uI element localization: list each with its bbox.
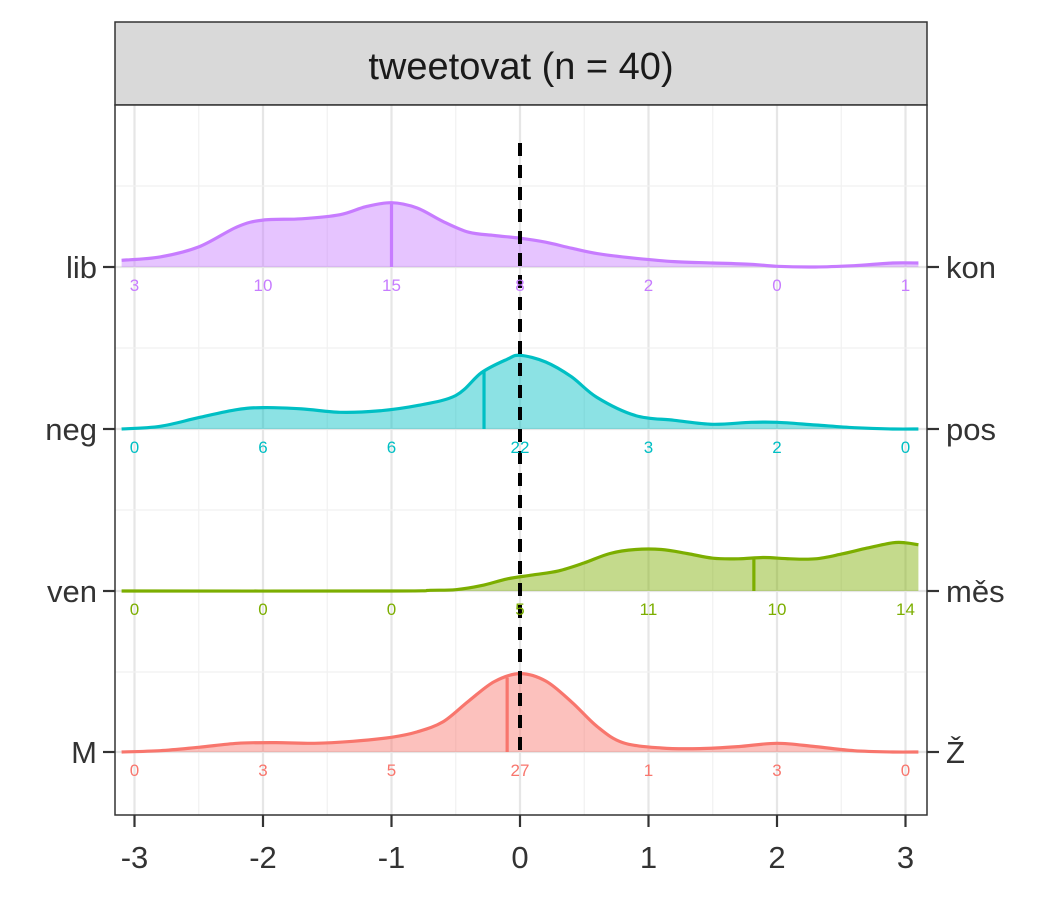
x-tick-label: 2 — [768, 840, 785, 875]
left-label: neg — [45, 412, 97, 447]
count-label: 0 — [130, 438, 139, 457]
count-label: 15 — [382, 276, 401, 295]
right-label: Ž — [946, 735, 965, 770]
ridge-outline — [121, 353, 919, 431]
ridge-outline — [121, 201, 919, 269]
ridge-fill — [121, 673, 919, 753]
count-label: 0 — [901, 438, 910, 457]
right-axis: kon pos měs Ž — [927, 250, 1005, 770]
count-label: 14 — [896, 600, 915, 619]
left-label: lib — [66, 250, 97, 285]
count-label: 0 — [130, 761, 139, 780]
count-labels: 3 10 15 8 2 0 10 6 6 22 3 2 00 0 0 5 11 10 140 3 5 27 1 3 0 — [130, 276, 915, 780]
ridge-lib-kon — [121, 201, 919, 269]
count-label: 6 — [387, 438, 396, 457]
left-label: ven — [47, 574, 97, 609]
count-label: 5 — [515, 600, 524, 619]
left-label: M — [71, 735, 97, 770]
x-tick-label: 3 — [897, 840, 914, 875]
right-label: kon — [946, 250, 996, 285]
right-label: měs — [946, 574, 1005, 609]
count-label: 3 — [644, 438, 653, 457]
right-label: pos — [946, 412, 996, 447]
count-label: 0 — [901, 761, 910, 780]
count-label: 3 — [130, 276, 139, 295]
count-label: 11 — [640, 600, 658, 619]
count-label: 0 — [772, 276, 781, 295]
facet-strip — [114, 21, 928, 106]
left-axis: lib neg ven M — [45, 250, 115, 770]
count-label: 0 — [258, 600, 267, 619]
count-label: 3 — [772, 761, 781, 780]
count-label: 2 — [644, 276, 653, 295]
x-tick-label: 1 — [640, 840, 657, 875]
count-label: 1 — [644, 761, 653, 780]
facet-title: tweetovat (n = 40) — [368, 46, 673, 88]
x-tick-label: -1 — [378, 840, 406, 875]
x-tick-label: -3 — [121, 840, 149, 875]
count-label: 5 — [387, 761, 396, 780]
x-tick-label: -2 — [249, 840, 277, 875]
count-label: 27 — [511, 761, 530, 780]
ridge-outline — [121, 540, 919, 593]
count-label: 0 — [130, 600, 139, 619]
count-label: 22 — [511, 438, 530, 457]
count-label: 3 — [258, 761, 267, 780]
count-label: 10 — [768, 600, 787, 619]
count-label: 10 — [254, 276, 273, 295]
count-label: 8 — [515, 276, 524, 295]
count-label: 1 — [901, 276, 910, 295]
x-axis: -3 -2 -1 0 1 2 3 — [121, 815, 914, 875]
ridge-ven-měs — [121, 540, 919, 593]
count-label: 6 — [258, 438, 267, 457]
count-label: 2 — [772, 438, 781, 457]
x-tick-label: 0 — [511, 840, 528, 875]
count-label: 0 — [387, 600, 396, 619]
ridge-fill — [121, 542, 919, 592]
